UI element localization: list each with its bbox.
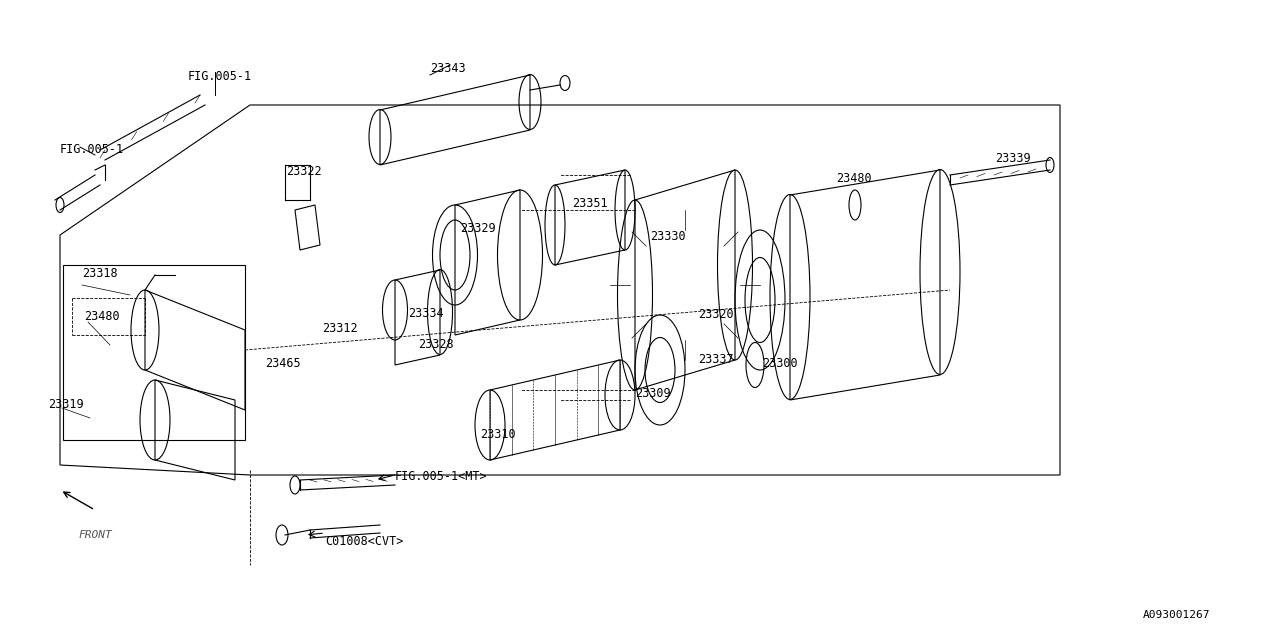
Text: 23300: 23300 bbox=[762, 357, 797, 370]
Text: 23312: 23312 bbox=[323, 322, 357, 335]
Text: A093001267: A093001267 bbox=[1143, 610, 1210, 620]
Text: 23322: 23322 bbox=[285, 165, 321, 178]
Text: 23328: 23328 bbox=[419, 338, 453, 351]
Text: 23334: 23334 bbox=[408, 307, 444, 320]
Text: 23319: 23319 bbox=[49, 398, 83, 411]
Text: FIG.005-1: FIG.005-1 bbox=[188, 70, 252, 83]
Text: FRONT: FRONT bbox=[78, 530, 111, 540]
Text: 23330: 23330 bbox=[650, 230, 686, 243]
Text: C01008<CVT>: C01008<CVT> bbox=[325, 535, 403, 548]
Text: 23480: 23480 bbox=[84, 310, 119, 323]
Text: 23337: 23337 bbox=[698, 353, 733, 366]
Text: FIG.005-1<MT>: FIG.005-1<MT> bbox=[396, 470, 488, 483]
Text: 23318: 23318 bbox=[82, 267, 118, 280]
Text: 23309: 23309 bbox=[635, 387, 671, 400]
Text: 23465: 23465 bbox=[265, 357, 301, 370]
Text: 23339: 23339 bbox=[995, 152, 1030, 165]
Text: 23310: 23310 bbox=[480, 428, 516, 441]
Text: 23480: 23480 bbox=[836, 172, 872, 185]
Text: FIG.005-1: FIG.005-1 bbox=[60, 143, 124, 156]
Text: 23320: 23320 bbox=[698, 308, 733, 321]
Text: 23343: 23343 bbox=[430, 62, 466, 75]
Text: 23329: 23329 bbox=[460, 222, 495, 235]
Text: 23351: 23351 bbox=[572, 197, 608, 210]
